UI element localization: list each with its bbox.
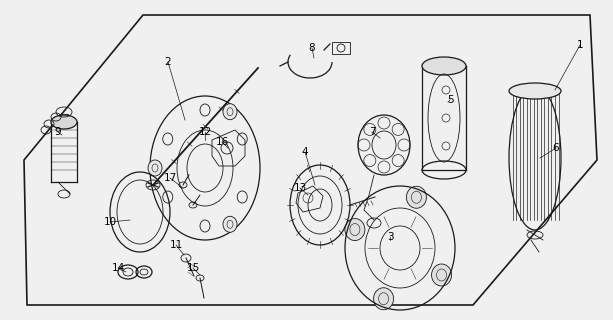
Ellipse shape [51, 115, 77, 129]
Text: 17: 17 [164, 173, 177, 183]
Text: 16: 16 [215, 137, 229, 147]
Ellipse shape [345, 219, 365, 241]
Ellipse shape [432, 264, 452, 286]
Ellipse shape [223, 216, 237, 232]
Text: 12: 12 [199, 127, 211, 137]
Text: 8: 8 [309, 43, 315, 53]
Text: 2: 2 [165, 57, 171, 67]
Ellipse shape [422, 57, 466, 75]
Text: 15: 15 [186, 263, 200, 273]
Bar [332, 42, 350, 54]
Text: 14: 14 [112, 263, 124, 273]
Ellipse shape [373, 288, 394, 310]
Ellipse shape [406, 186, 427, 208]
Text: 5: 5 [447, 95, 453, 105]
Ellipse shape [148, 160, 162, 176]
Text: 3: 3 [387, 232, 394, 242]
Text: 9: 9 [55, 127, 61, 137]
Ellipse shape [223, 104, 237, 120]
Text: 7: 7 [368, 127, 375, 137]
Text: 6: 6 [553, 143, 559, 153]
Text: 10: 10 [104, 217, 116, 227]
Text: 4: 4 [302, 147, 308, 157]
Text: 13: 13 [294, 183, 306, 193]
Text: 1: 1 [577, 40, 584, 50]
Ellipse shape [509, 83, 561, 99]
Text: 11: 11 [169, 240, 183, 250]
